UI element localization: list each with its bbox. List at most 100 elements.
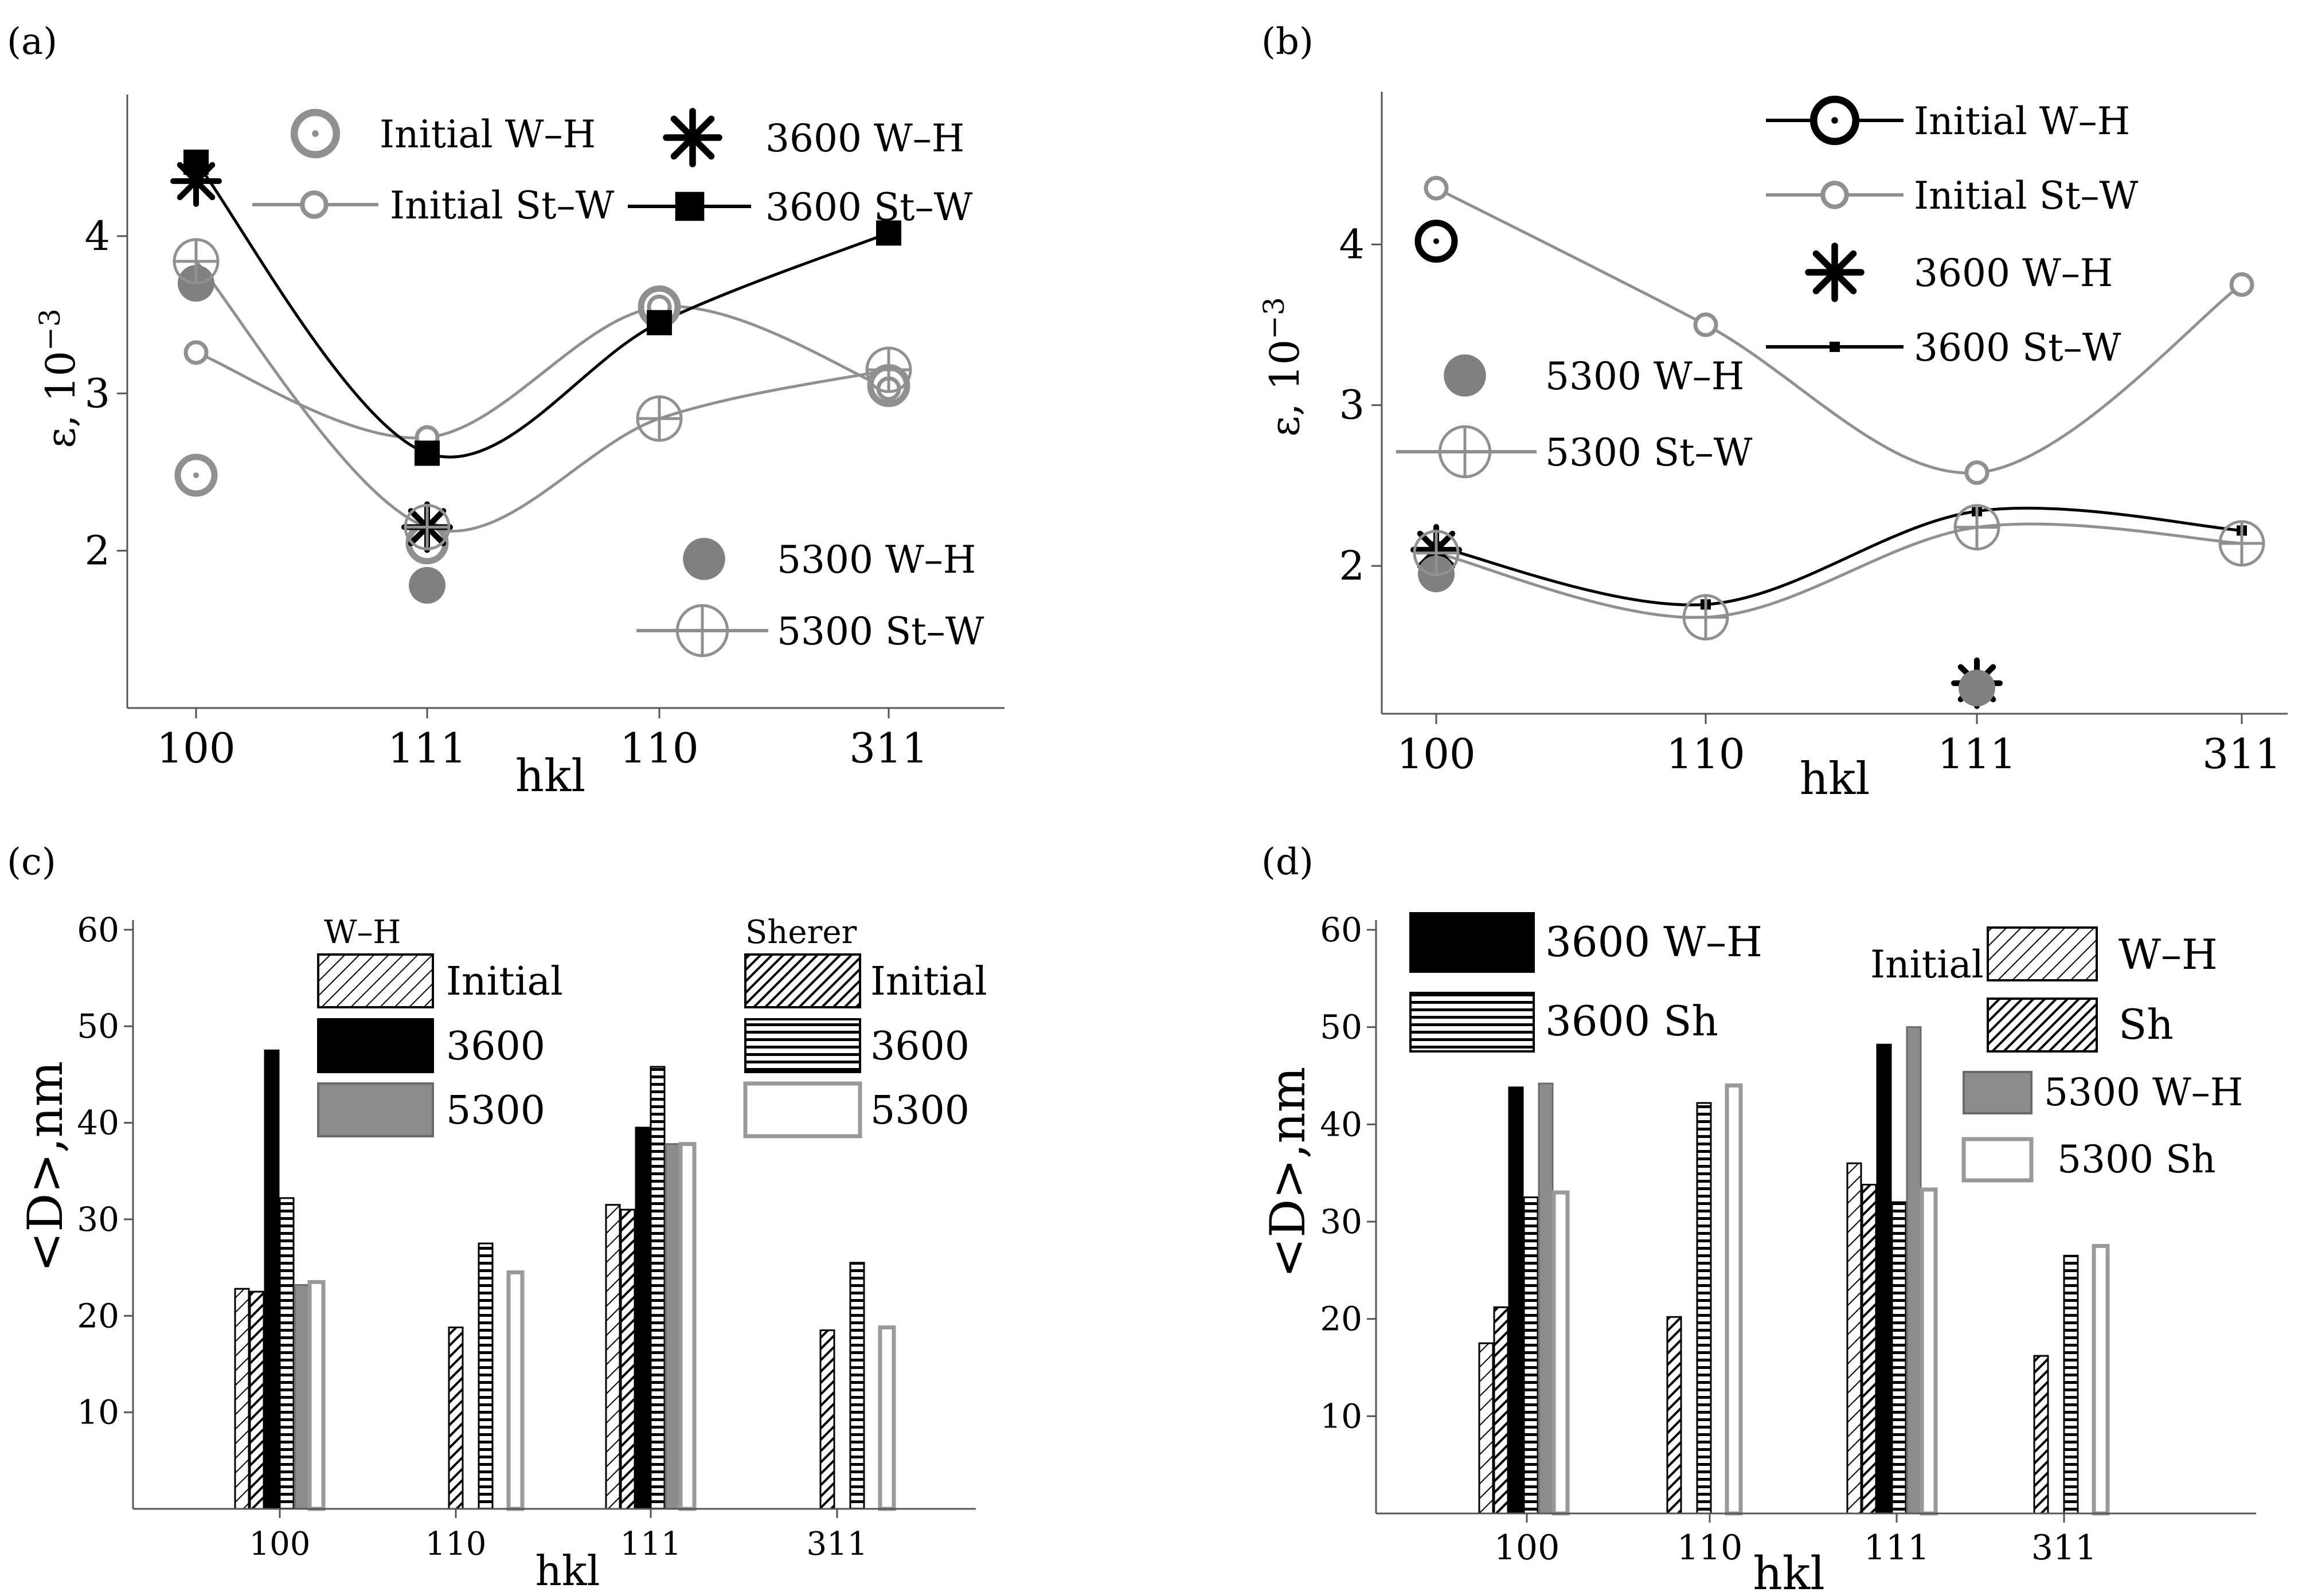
bar — [2092, 1243, 2110, 1516]
legend-entry: 5300 W–H — [683, 538, 976, 582]
legend-entry: Initial W–H — [1766, 95, 2130, 146]
bar — [1696, 1102, 1712, 1515]
x-tick-label: 110 — [1677, 1528, 1743, 1568]
panel-b-y-axis-label: ε, 10−3 — [1257, 297, 1308, 437]
panel-d-x-axis-label: hkl — [1753, 1547, 1825, 1596]
data-point — [174, 453, 218, 497]
x-tick-label: 100 — [249, 1525, 311, 1563]
bar — [1876, 1043, 1892, 1515]
legend-label: 5300 St–W — [1545, 431, 1753, 475]
legend-label: Initial — [870, 959, 987, 1004]
y-tick-label: 30 — [77, 1200, 119, 1239]
data-point — [1413, 530, 1460, 577]
legend-marker — [1444, 354, 1486, 397]
data-point — [1959, 670, 1995, 707]
bar — [249, 1290, 265, 1510]
legend-marker — [675, 604, 729, 658]
bar — [1478, 1342, 1494, 1515]
bar — [1861, 1184, 1877, 1515]
legend-initial-prefix: Initial — [1870, 942, 1984, 987]
bar — [1508, 1086, 1524, 1515]
series-line — [1436, 506, 2242, 607]
data-point — [865, 346, 912, 393]
legend-entry: 3600 St–W — [1766, 326, 2121, 370]
bar — [448, 1326, 464, 1510]
panel-d-legend: 3600 W–H 3600 Sh Initial W–H Sh 5300 W–H 5300 … — [1409, 912, 2243, 1183]
y-tick-label: 40 — [1320, 1105, 1362, 1144]
legend-marker — [675, 191, 705, 221]
x-tick-label: 110 — [1666, 730, 1745, 778]
data-point — [2229, 272, 2254, 297]
bar — [1920, 1187, 1938, 1516]
x-tick-label: 311 — [849, 724, 928, 772]
bar — [478, 1242, 494, 1510]
data-point — [415, 440, 440, 466]
panel-d-label: (d) — [1261, 841, 1314, 883]
x-tick-label: 100 — [1397, 730, 1475, 778]
series-line — [1435, 186, 2243, 475]
legend-entry: Initial St–W — [252, 183, 614, 228]
legend-swatch-sherer-5300 — [743, 1081, 862, 1139]
legend-entry: 3600 St–W — [628, 185, 973, 229]
legend-marker — [300, 190, 329, 219]
data-point — [1682, 594, 1729, 641]
data-point — [404, 503, 451, 550]
legend-label: 3600 St–W — [765, 185, 973, 229]
legend-group-title-sherer: Sherer — [745, 914, 857, 951]
panel-a-label: (a) — [7, 21, 57, 63]
data-point — [1424, 175, 1449, 201]
legend-label: Initial W–H — [380, 112, 596, 157]
panel-b-legend: Initial W–H Initial St–W 3600 W–H 3600 St–W… — [1396, 95, 2138, 479]
legend-label: 3600 St–W — [1914, 326, 2121, 370]
bar — [1538, 1082, 1554, 1515]
data-point — [1964, 460, 1990, 485]
series-line — [195, 161, 889, 459]
bar — [506, 1270, 525, 1511]
legend-label: 5300 — [870, 1088, 970, 1133]
panel-a-y-axis-label: ε, 10−3 — [33, 308, 84, 448]
data-point — [2218, 520, 2265, 567]
bar — [234, 1288, 250, 1510]
y-tick-label: 3 — [84, 370, 110, 417]
bar — [878, 1325, 896, 1511]
legend-label: 5300 W–H — [2044, 1070, 2243, 1114]
x-tick-label: 100 — [1494, 1528, 1560, 1568]
series-line — [1436, 522, 2242, 619]
bar — [1846, 1162, 1862, 1515]
x-tick-label: 311 — [2202, 730, 2281, 778]
bar — [1666, 1316, 1682, 1515]
panel-d-y-axis-label: <D>,nm — [1260, 1067, 1316, 1278]
bar — [605, 1204, 621, 1510]
legend-swatch-5300-wh — [1963, 1071, 2033, 1114]
legend-label: 5300 St–W — [777, 609, 984, 654]
legend-entry: 5300 St–W — [1396, 425, 1753, 479]
y-tick-label: 10 — [1320, 1396, 1362, 1435]
legend-label: Initial St–W — [390, 183, 614, 228]
legend-marker — [663, 108, 722, 167]
bar — [2033, 1355, 2049, 1515]
y-tick-label: 20 — [1320, 1300, 1362, 1339]
data-point — [636, 395, 683, 442]
legend-swatch-3600-sh — [1409, 992, 1535, 1053]
y-tick-label: 2 — [1339, 542, 1365, 589]
legend-label: W–H — [2119, 930, 2218, 979]
panel-b-y-label-base: ε, 10 — [1261, 339, 1308, 437]
y-tick-label: 4 — [1339, 221, 1365, 268]
legend-label: 3600 W–H — [765, 116, 964, 161]
legend-label: Initial W–H — [1914, 99, 2130, 143]
panel-a-strain-chart: 2 3 4 100 111 110 311 hkl ε, 10−3 Initial W–H 3… — [33, 95, 1005, 802]
legend-entry: Initial St–W — [1766, 174, 2138, 218]
bar — [1906, 1026, 1922, 1515]
legend-label: 3600 W–H — [1914, 251, 2113, 295]
panel-c-y-axis-label: <D>,nm — [17, 1061, 73, 1273]
legend-marker — [290, 108, 341, 159]
legend-marker — [683, 538, 725, 580]
legend-marker — [1805, 242, 1865, 302]
bar — [819, 1329, 835, 1510]
legend-swatch-5300-sh — [1961, 1137, 2034, 1183]
data-point — [876, 220, 901, 246]
y-tick-label: 60 — [1320, 910, 1362, 949]
x-tick-label: 111 — [1937, 730, 2016, 778]
bar — [650, 1066, 666, 1510]
bar — [294, 1284, 310, 1510]
